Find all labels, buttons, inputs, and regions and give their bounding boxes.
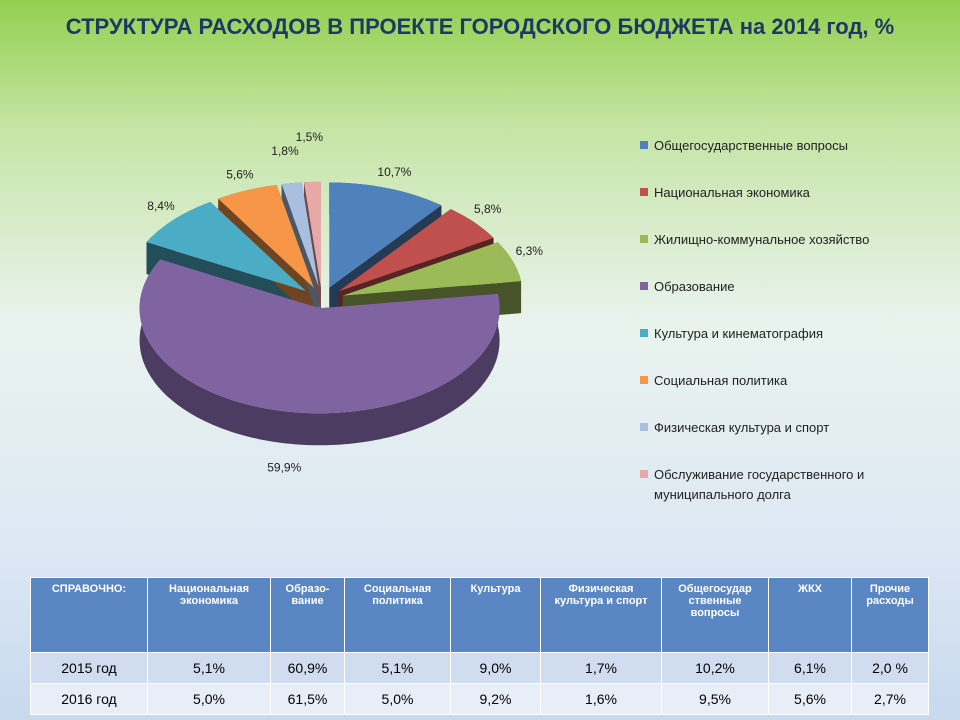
legend-item: Физическая культура и спорт — [640, 418, 920, 465]
table-cell: 5,6% — [768, 683, 852, 715]
legend-item: Образование — [640, 277, 920, 324]
data-label: 1,5% — [296, 130, 324, 144]
legend-item: Культура и кинематография — [640, 324, 920, 371]
chart: 10,7% 5,8% 6,3% 59,9% 8,4% 5,6% 1,8%1,5% — [139, 130, 544, 474]
legend-swatch — [640, 282, 648, 290]
legend-item: Общегосударственные вопросы — [640, 136, 920, 183]
table-cell: 2,7% — [851, 683, 929, 715]
table-cell: 5,1% — [147, 652, 271, 684]
legend-item: Социальная политика — [640, 371, 920, 418]
legend-label: Образование — [654, 279, 735, 294]
legend-label: Социальная политика — [654, 373, 788, 388]
legend-swatch — [640, 141, 648, 149]
table-cell: 10,2% — [661, 652, 769, 684]
data-label: 8,4% — [147, 199, 175, 213]
legend-label: Физическая культура и спорт — [654, 420, 830, 435]
slice — [329, 182, 442, 288]
table-row: 2016 год 5,0% 61,5% 5,0% 9,2% 1,6% 9,5% 5,6% 2,7… — [30, 683, 929, 715]
data-label: 1,8% — [271, 144, 299, 158]
table-cell: 9,2% — [450, 683, 541, 715]
legend-swatch — [640, 235, 648, 243]
data-label: 5,8% — [474, 202, 502, 216]
data-label: 5,6% — [226, 167, 254, 181]
legend-label: Культура и кинематография — [654, 326, 824, 341]
header-cell: ЖКХ — [768, 577, 852, 653]
slice — [146, 202, 306, 292]
header-cell: Социальная политика — [344, 577, 451, 653]
table-cell: 5,0% — [344, 683, 451, 715]
table-cell: 2015 год — [30, 652, 148, 684]
legend-label: Национальная экономика — [654, 185, 810, 200]
legend-swatch — [640, 188, 648, 196]
chart-title: СТРУКТУРА РАСХОДОВ В ПРОЕКТЕ ГОРОДСКОГО … — [65, 14, 895, 39]
header-cell: Образо-вание — [270, 577, 345, 653]
legend-swatch — [640, 423, 648, 431]
slice — [281, 182, 319, 287]
legend-item: Жилищно-коммунальное хозяйство — [640, 230, 920, 277]
slice — [338, 209, 494, 292]
table-cell: 60,9% — [270, 652, 345, 684]
table-cell: 5,0% — [147, 683, 271, 715]
legend-swatch — [640, 329, 648, 337]
table-cell: 2016 год — [30, 683, 148, 715]
table-cell: 2,0 % — [851, 652, 929, 684]
header-cell: Культура — [450, 577, 541, 653]
table-header: СПРАВОЧНО: Национальная экономика Образо-в… — [30, 577, 929, 653]
table-cell: 5,1% — [344, 652, 451, 684]
header-cell: Общегосудар ственные вопросы — [661, 577, 769, 653]
legend: Общегосударственные вопросы Национальная … — [640, 136, 920, 512]
table-cell: 61,5% — [270, 683, 345, 715]
table-row: 2015 год 5,1% 60,9% 5,1% 9,0% 1,7% 10,2% 6,1% 2,… — [30, 652, 929, 684]
legend-swatch — [640, 470, 648, 478]
legend-label: Обслуживание государственного и муниципа… — [654, 467, 865, 502]
data-label: 6,3% — [516, 244, 544, 258]
header-cell: СПРАВОЧНО: — [30, 577, 148, 653]
table-cell: 6,1% — [768, 652, 852, 684]
table-cell: 9,5% — [661, 683, 769, 715]
legend-item: Национальная экономика — [640, 183, 920, 230]
slice — [304, 181, 321, 287]
table-cell: 1,7% — [540, 652, 662, 684]
legend-label: Общегосударственные вопросы — [654, 138, 848, 153]
legend-label: Жилищно-коммунальное хозяйство — [654, 232, 870, 247]
data-label: 10,7% — [377, 165, 411, 179]
slice — [218, 185, 314, 288]
reference-table: СПРАВОЧНО: Национальная экономика Образо-в… — [30, 577, 929, 715]
legend-item: Обслуживание государственного и муниципа… — [640, 465, 920, 512]
slice — [342, 242, 522, 296]
legend-swatch — [640, 376, 648, 384]
header-cell: Национальная экономика — [147, 577, 271, 653]
slice — [139, 259, 500, 414]
slice-tops — [139, 181, 522, 414]
data-label: 59,9% — [267, 460, 301, 474]
header-cell: Физическая культура и спорт — [540, 577, 662, 653]
table-cell: 1,6% — [540, 683, 662, 715]
table-cell: 9,0% — [450, 652, 541, 684]
header-cell: Прочие расходы — [851, 577, 929, 653]
